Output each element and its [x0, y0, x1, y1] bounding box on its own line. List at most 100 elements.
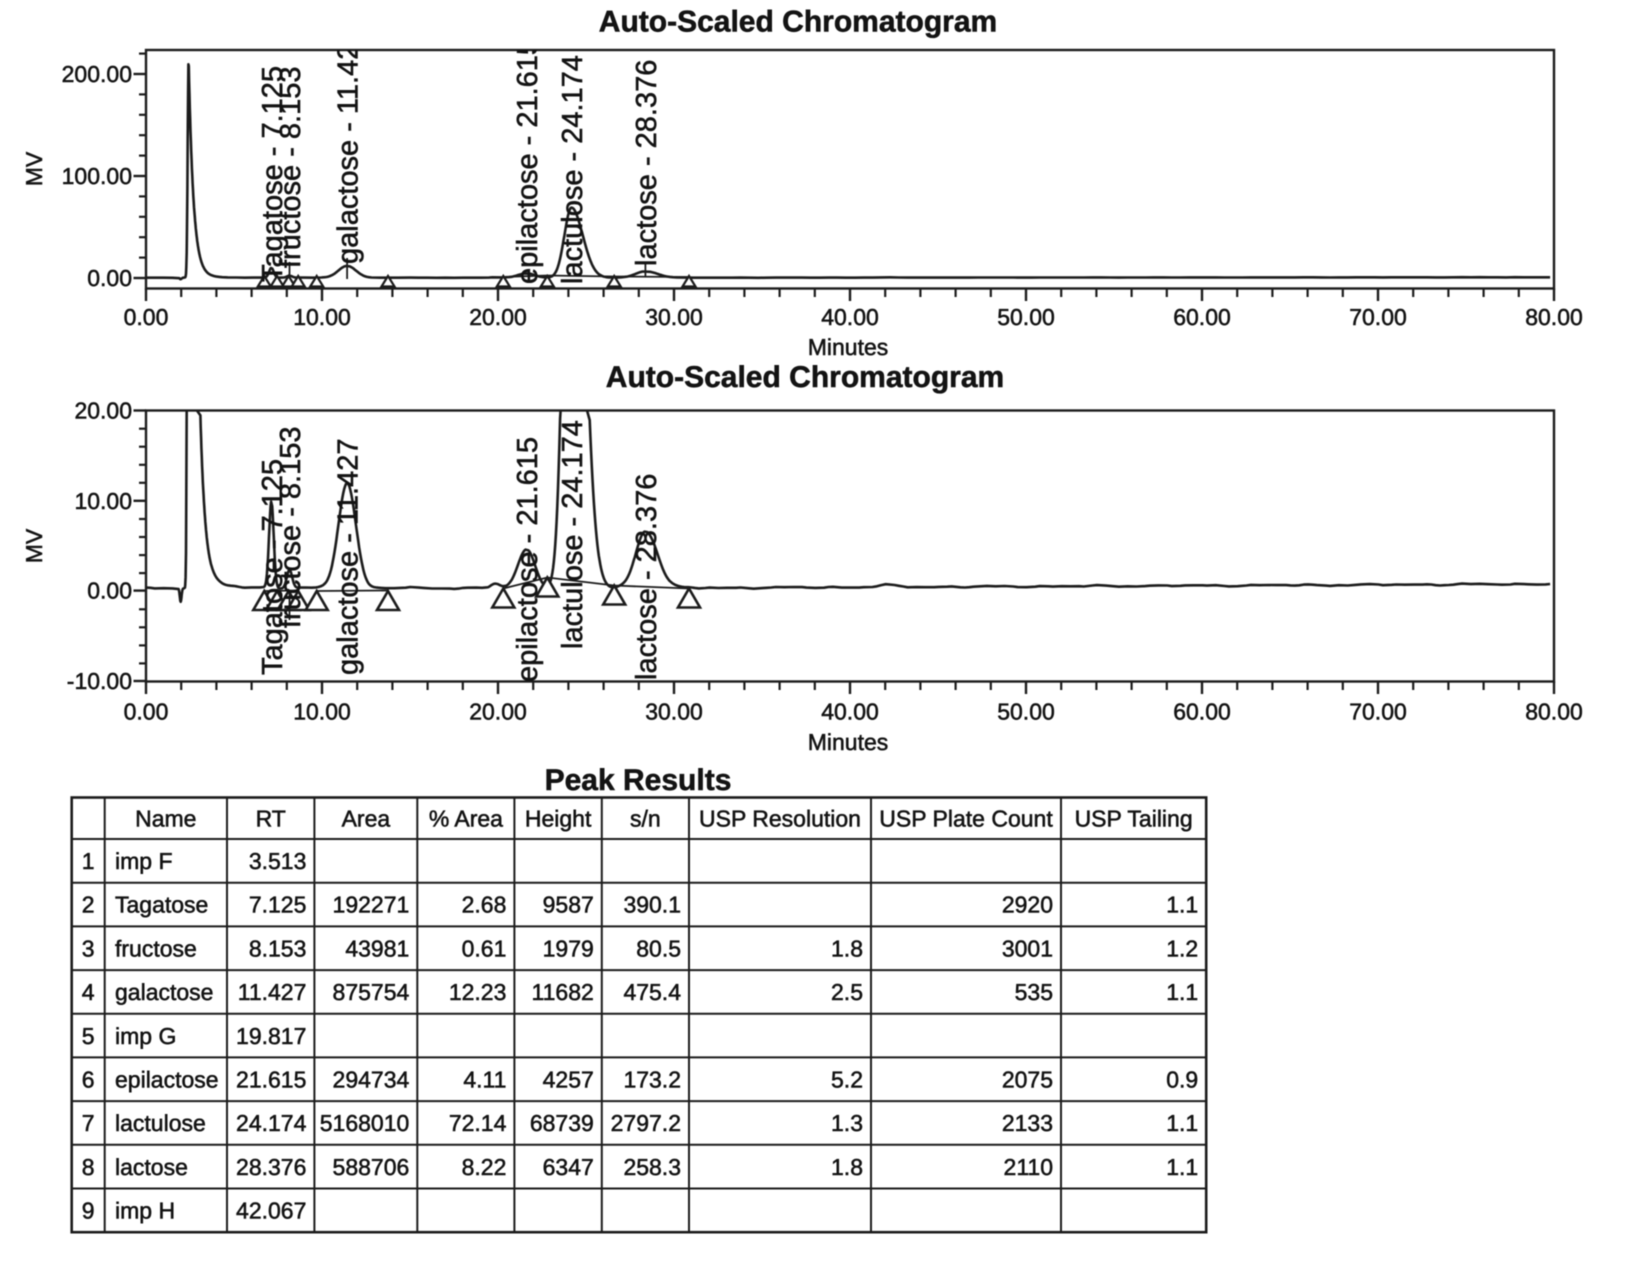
svg-text:100.00: 100.00 — [62, 163, 132, 189]
svg-text:USP Plate Count: USP Plate Count — [879, 806, 1053, 832]
svg-text:1.8: 1.8 — [831, 1154, 863, 1180]
svg-text:fructose - 8.153: fructose - 8.153 — [275, 67, 307, 269]
svg-text:fructose - 8.153: fructose - 8.153 — [275, 427, 307, 629]
svg-text:% Area: % Area — [429, 806, 503, 832]
svg-text:7: 7 — [82, 1110, 95, 1136]
svg-text:20.00: 20.00 — [469, 304, 527, 330]
svg-text:4257: 4257 — [543, 1067, 594, 1093]
svg-text:8.22: 8.22 — [462, 1154, 507, 1180]
svg-text:2797.2: 2797.2 — [611, 1110, 681, 1136]
svg-text:30.00: 30.00 — [645, 699, 703, 725]
svg-text:258.3: 258.3 — [623, 1154, 681, 1180]
svg-text:200.00: 200.00 — [62, 61, 132, 87]
svg-text:1.2: 1.2 — [1166, 935, 1198, 961]
svg-text:1979: 1979 — [543, 935, 594, 961]
svg-text:1.3: 1.3 — [831, 1110, 863, 1136]
svg-text:Auto-Scaled Chromatogram: Auto-Scaled Chromatogram — [606, 361, 1004, 394]
svg-text:70.00: 70.00 — [1349, 304, 1407, 330]
svg-text:-10.00: -10.00 — [67, 668, 132, 694]
svg-text:19.817: 19.817 — [236, 1023, 306, 1049]
svg-text:8.153: 8.153 — [249, 935, 307, 961]
svg-text:0.00: 0.00 — [124, 699, 169, 725]
svg-text:0.61: 0.61 — [462, 935, 507, 961]
svg-text:Minutes: Minutes — [808, 729, 889, 755]
svg-text:3001: 3001 — [1002, 935, 1053, 961]
svg-text:28.376: 28.376 — [236, 1154, 306, 1180]
svg-text:192271: 192271 — [333, 892, 410, 918]
svg-text:RT: RT — [256, 806, 286, 832]
svg-text:72.14: 72.14 — [449, 1110, 507, 1136]
svg-text:USP Resolution: USP Resolution — [699, 806, 861, 832]
svg-text:6347: 6347 — [543, 1154, 594, 1180]
svg-text:0.9: 0.9 — [1166, 1067, 1198, 1093]
svg-text:4.11: 4.11 — [463, 1067, 506, 1093]
svg-text:lactose - 28.376: lactose - 28.376 — [631, 60, 663, 266]
svg-text:6: 6 — [82, 1067, 95, 1093]
svg-text:9587: 9587 — [543, 892, 594, 918]
svg-text:1.1: 1.1 — [1166, 1154, 1198, 1180]
svg-text:lactulose - 24.174: lactulose - 24.174 — [557, 420, 589, 649]
svg-text:10.00: 10.00 — [293, 699, 351, 725]
svg-text:fructose: fructose — [115, 935, 197, 961]
svg-text:0.00: 0.00 — [87, 265, 132, 291]
svg-text:50.00: 50.00 — [997, 304, 1055, 330]
svg-text:epilactose: epilactose — [115, 1067, 219, 1093]
svg-text:Peak Results: Peak Results — [545, 764, 732, 797]
svg-text:20.00: 20.00 — [74, 398, 132, 424]
svg-text:Tagatose: Tagatose — [115, 892, 208, 918]
svg-text:30.00: 30.00 — [645, 304, 703, 330]
svg-text:Minutes: Minutes — [808, 334, 889, 360]
svg-text:lactose: lactose — [115, 1154, 188, 1180]
svg-text:11.427: 11.427 — [238, 979, 307, 1005]
svg-text:Height: Height — [525, 806, 592, 832]
svg-text:1.8: 1.8 — [831, 935, 863, 961]
svg-text:s/n: s/n — [630, 806, 661, 832]
svg-text:10.00: 10.00 — [293, 304, 351, 330]
svg-text:42.067: 42.067 — [236, 1198, 306, 1224]
svg-text:4: 4 — [82, 979, 95, 1005]
svg-text:535: 535 — [1015, 979, 1053, 1005]
svg-text:Auto-Scaled Chromatogram: Auto-Scaled Chromatogram — [599, 6, 997, 39]
svg-text:2110: 2110 — [1004, 1154, 1053, 1180]
svg-text:390.1: 390.1 — [623, 892, 681, 918]
svg-text:lactose - 28.376: lactose - 28.376 — [631, 474, 663, 680]
svg-text:80.00: 80.00 — [1525, 304, 1583, 330]
svg-text:43981: 43981 — [345, 935, 409, 961]
svg-text:12.23: 12.23 — [449, 979, 507, 1005]
svg-text:294734: 294734 — [333, 1067, 410, 1093]
svg-text:24.174: 24.174 — [236, 1110, 307, 1136]
svg-text:68739: 68739 — [530, 1110, 594, 1136]
svg-text:80.5: 80.5 — [636, 935, 681, 961]
svg-text:21.615: 21.615 — [236, 1067, 306, 1093]
svg-text:50.00: 50.00 — [997, 699, 1055, 725]
svg-text:2.5: 2.5 — [831, 979, 863, 1005]
svg-text:1.1: 1.1 — [1166, 892, 1198, 918]
svg-text:galactose: galactose — [115, 979, 213, 1005]
svg-text:Tagatose - 7.125: Tagatose - 7.125 — [257, 459, 289, 675]
svg-text:lactulose: lactulose — [115, 1110, 206, 1136]
svg-text:MV: MV — [21, 528, 47, 563]
svg-text:USP Tailing: USP Tailing — [1075, 806, 1193, 832]
svg-text:588706: 588706 — [333, 1154, 410, 1180]
svg-text:2075: 2075 — [1002, 1067, 1053, 1093]
svg-text:MV: MV — [21, 151, 47, 186]
svg-text:7.125: 7.125 — [249, 892, 307, 918]
svg-text:1.1: 1.1 — [1166, 979, 1198, 1005]
svg-text:20.00: 20.00 — [469, 699, 527, 725]
svg-text:475.4: 475.4 — [623, 979, 681, 1005]
svg-text:3: 3 — [82, 935, 95, 961]
svg-text:60.00: 60.00 — [1173, 304, 1231, 330]
svg-text:2920: 2920 — [1002, 892, 1053, 918]
svg-text:Name: Name — [135, 806, 196, 832]
svg-text:2133: 2133 — [1002, 1110, 1053, 1136]
svg-text:40.00: 40.00 — [821, 699, 879, 725]
svg-text:40.00: 40.00 — [821, 304, 879, 330]
svg-text:70.00: 70.00 — [1349, 699, 1407, 725]
svg-text:2: 2 — [82, 892, 95, 918]
svg-text:Tagatose - 7.125: Tagatose - 7.125 — [257, 66, 289, 282]
svg-text:imp F: imp F — [115, 848, 173, 874]
svg-text:9: 9 — [82, 1198, 95, 1224]
svg-text:0.00: 0.00 — [87, 578, 132, 604]
svg-text:Area: Area — [342, 806, 391, 832]
svg-text:galactose - 11.427: galactose - 11.427 — [333, 28, 365, 264]
